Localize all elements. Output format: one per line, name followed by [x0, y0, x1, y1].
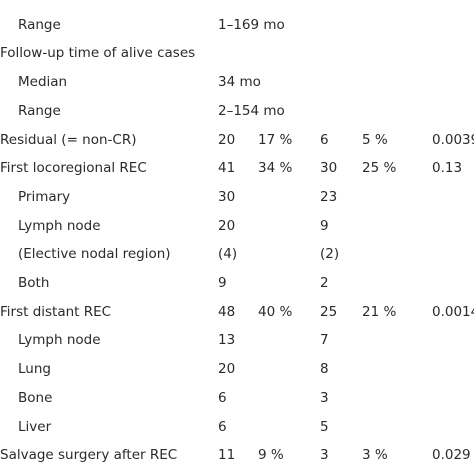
row-value: 11 — [218, 447, 236, 464]
row-value: 6 — [218, 418, 227, 435]
row-label: Median — [18, 0, 67, 4]
row-value: 0.029 — [432, 447, 471, 464]
row-value: 13 — [218, 332, 236, 349]
row-value: 5 — [320, 418, 329, 435]
row-value: 30 — [320, 160, 338, 177]
row-value: 17 % — [258, 131, 293, 148]
row-label: Median — [18, 74, 68, 91]
row-value: 21 % — [362, 303, 397, 320]
row-label: First locoregional REC — [0, 160, 147, 177]
row-value: 48 — [218, 303, 236, 320]
row-label: Salvage surgery after REC — [0, 447, 178, 464]
row-value: 20 — [218, 131, 236, 148]
row-value: 5 % — [362, 131, 388, 148]
row-label: First distant REC — [0, 303, 112, 320]
row-label: Lymph node — [18, 332, 101, 349]
row-value: 40 % — [258, 303, 293, 320]
row-value: 8 — [320, 361, 329, 378]
row-value: 34 mo — [218, 74, 261, 91]
row-label: Follow-up time of alive cases — [0, 45, 196, 62]
row-label: Lymph node — [18, 217, 101, 234]
row-label: (Elective nodal region) — [18, 246, 171, 263]
row-value: 25 — [320, 303, 338, 320]
row-value: 41 — [218, 160, 236, 177]
row-value: 6 — [320, 131, 329, 148]
row-value: 25 % — [362, 160, 397, 177]
row-value: 1–169 mo — [218, 16, 285, 33]
row-value: (4) — [218, 246, 238, 263]
row-value: 0.0014 — [432, 303, 474, 320]
row-value: 0.0039 — [432, 131, 474, 148]
row-label: Primary — [18, 188, 71, 205]
row-value: 34 % — [258, 160, 293, 177]
row-value: 9 — [218, 275, 227, 291]
row-label: Range — [18, 102, 61, 119]
row-value: 30 — [218, 188, 236, 205]
row-value: 9 — [320, 217, 329, 234]
row-label: Both — [18, 275, 50, 291]
row-value: 0.13 — [432, 160, 463, 177]
row-label: Lung — [18, 361, 51, 378]
row-value: (2) — [320, 246, 340, 263]
row-value: 46 mo — [218, 0, 261, 4]
row-value: 9 % — [258, 447, 284, 464]
row-value: 20 — [218, 361, 236, 378]
row-value: 7 — [320, 332, 329, 349]
row-value: 23 — [320, 188, 338, 205]
row-value: 3 — [320, 389, 329, 406]
row-label: Liver — [18, 418, 52, 435]
row-value: 2–154 mo — [218, 102, 285, 119]
row-value: 3 — [320, 447, 329, 464]
row-value: 20 — [218, 217, 236, 234]
row-label: Range — [18, 16, 61, 33]
row-value: 2 — [320, 275, 329, 291]
row-value: 3 % — [362, 447, 388, 464]
row-label: Bone — [18, 389, 53, 406]
row-value: 6 — [218, 389, 227, 406]
row-label: Residual (= non-CR) — [0, 131, 137, 148]
